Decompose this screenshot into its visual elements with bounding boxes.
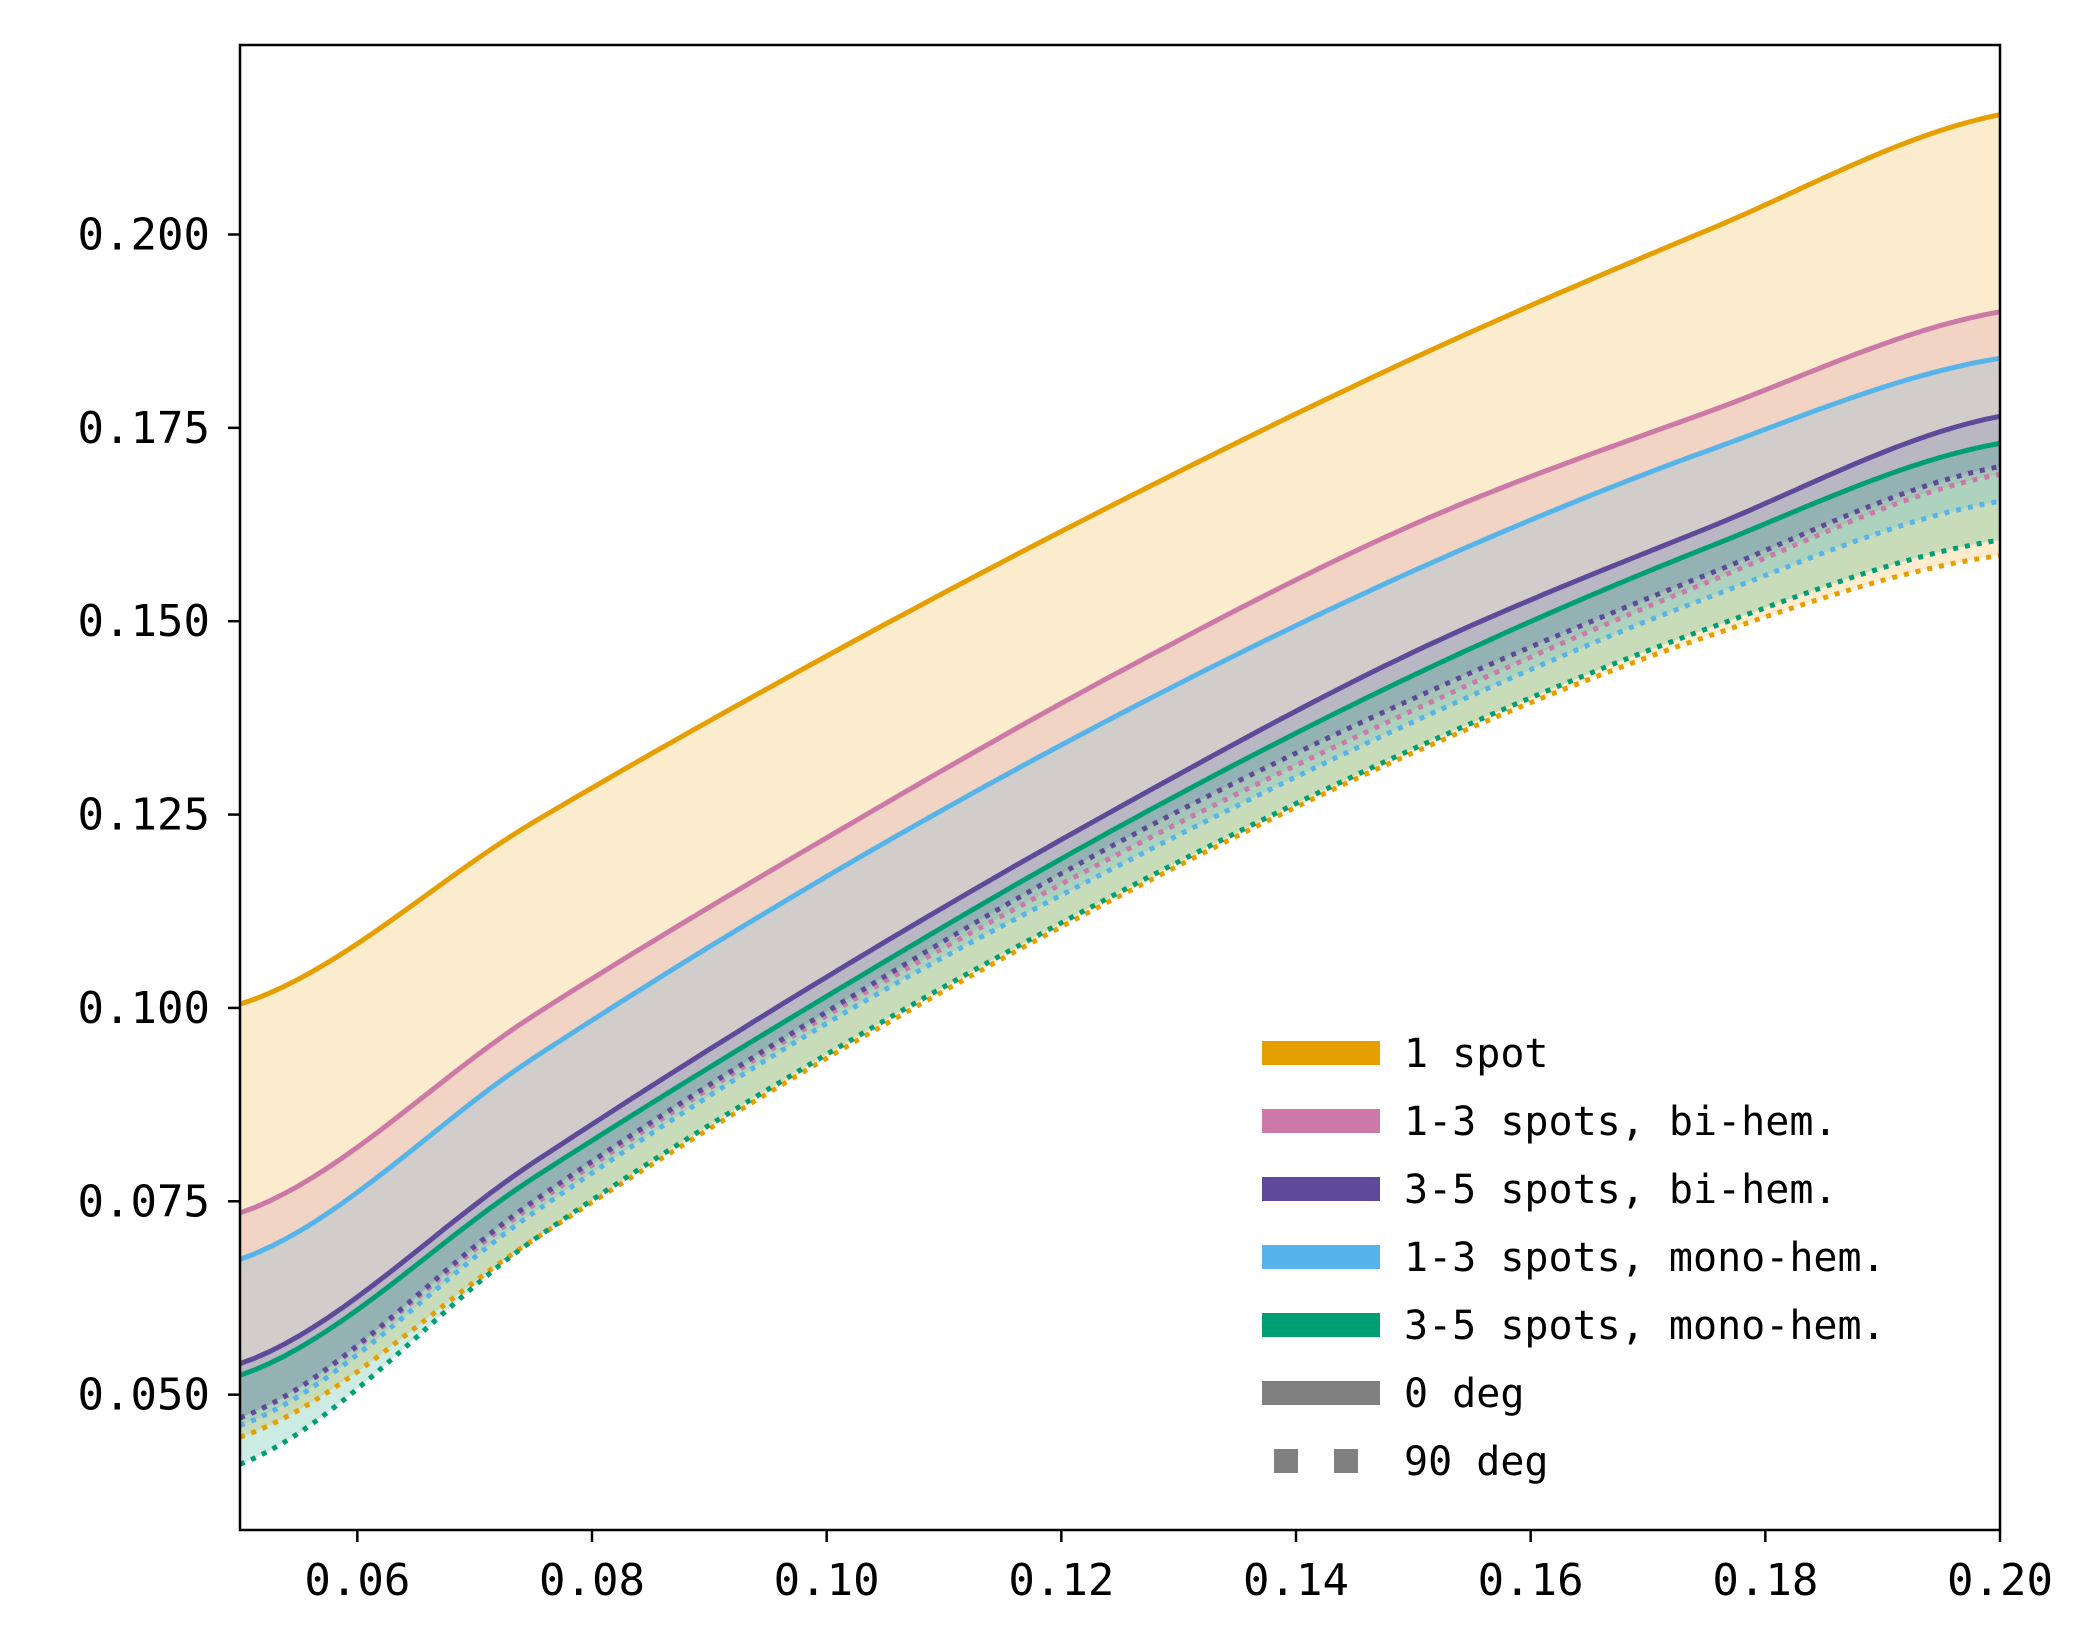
line-90deg-1-3-spots-mono-hem [240,498,2000,1428]
x-axis: 0.06 0.08 0.10 0.12 0.14 0.16 0.18 0.20 [304,1530,2053,1606]
y-tick-label: 0.125 [78,790,210,841]
line-0deg-1-3-spots-bi-hem [240,309,2000,1216]
legend-label: 1-3 spots, mono-hem. [1404,1235,1886,1281]
series-lines [240,112,2000,1467]
legend-label: 0 deg [1404,1371,1524,1417]
line-0deg-1-3-spots-mono-hem [240,355,2000,1262]
line-0deg-1-spot [240,112,2000,1007]
y-tick-label: 0.175 [78,403,210,454]
line-0deg-3-5-spots-bi-hem [240,413,2000,1367]
band-3-5-spots-bi-hem [240,416,2000,1418]
legend-label: 1-3 spots, bi-hem. [1404,1099,1837,1145]
x-tick-label: 0.12 [1008,1555,1114,1606]
line-90deg-1-3-spots-bi-hem [240,471,2000,1421]
x-tick-label: 0.14 [1243,1555,1349,1606]
x-tick-label: 0.18 [1712,1555,1818,1606]
legend-item-3-5-spots-bi-hem: 3-5 spots, bi-hem. [1262,1167,1837,1213]
line-90deg-3-5-spots-mono-hem [240,537,2000,1467]
legend-item-3-5-spots-mono-hem: 3-5 spots, mono-hem. [1262,1303,1886,1349]
line-0deg-3-5-spots-mono-hem [240,440,2000,1378]
line-90deg-1-spot [240,553,2000,1440]
y-axis: 0.050 0.075 0.100 0.125 0.150 0.175 0.200 [78,209,240,1421]
x-tick-label: 0.06 [304,1555,410,1606]
legend-label: 3-5 spots, mono-hem. [1404,1303,1886,1349]
x-tick-label: 0.08 [539,1555,645,1606]
band-1-3-spots-mono-hem [240,358,2000,1426]
y-tick-label: 0.200 [78,209,210,260]
legend-item-1-3-spots-bi-hem: 1-3 spots, bi-hem. [1262,1099,1837,1145]
y-tick-label: 0.050 [78,1370,210,1421]
legend-label: 3-5 spots, bi-hem. [1404,1167,1837,1213]
x-tick-label: 0.16 [1478,1555,1584,1606]
legend-label: 1 spot [1404,1031,1549,1077]
x-tick-label: 0.10 [774,1555,880,1606]
legend-item-1-spot: 1 spot [1262,1031,1549,1077]
legend-item-1-3-spots-mono-hem: 1-3 spots, mono-hem. [1262,1235,1886,1281]
y-tick-label: 0.100 [78,983,210,1034]
x-tick-label: 0.20 [1947,1555,2053,1606]
legend-item-0-deg: 0 deg [1262,1371,1524,1417]
legend: 1 spot 1-3 spots, bi-hem. 3-5 spots, bi-he… [1262,1031,1886,1485]
legend-label: 90 deg [1404,1439,1549,1485]
y-tick-label: 0.150 [78,596,210,647]
legend-item-90-deg: 90 deg [1274,1439,1549,1485]
band-3-5-spots-mono-hem [240,443,2000,1465]
y-tick-label: 0.075 [78,1176,210,1227]
plot-frame [238,43,2002,1532]
